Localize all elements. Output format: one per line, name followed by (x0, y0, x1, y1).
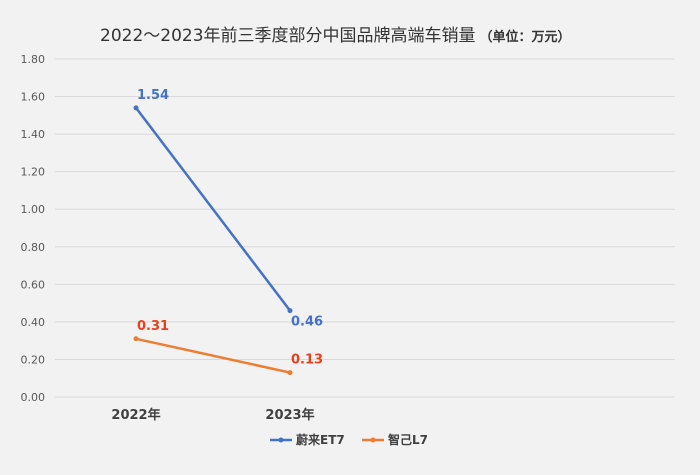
y-tick-label: 0.20 (21, 353, 46, 366)
y-tick-label: 0.40 (21, 316, 46, 329)
chart-title: 2022～2023年前三季度部分中国品牌高端车销量 （单位：万元） (100, 26, 571, 46)
legend-swatch-marker (278, 437, 284, 443)
data-labels: 1.54 0.46 0.31 0.13 (137, 88, 323, 368)
legend: 蔚来ET7 智己L7 (270, 432, 428, 447)
legend-label: 智己L7 (387, 432, 428, 447)
x-tick-label: 2023年 (265, 407, 314, 423)
x-axis-ticks: 2022年 2023年 (111, 407, 314, 423)
chart-title-main: 2022～2023年前三季度部分中国品牌高端车销量 (100, 26, 476, 46)
gridlines (55, 58, 675, 398)
y-tick-label: 1.40 (21, 128, 46, 141)
y-tick-label: 1.20 (21, 166, 46, 179)
series-line (135, 337, 291, 374)
data-point (287, 308, 293, 314)
y-tick-label: 0.60 (21, 278, 46, 291)
y-tick-label: 1.80 (21, 53, 46, 66)
y-tick-label: 0.80 (21, 241, 46, 254)
y-tick-label: 0.00 (21, 391, 46, 404)
data-label: 1.54 (137, 88, 169, 103)
chart-title-unit: （单位：万元） (480, 29, 571, 45)
legend-label: 蔚来ET7 (296, 432, 345, 447)
data-point (133, 336, 139, 342)
legend-swatch-marker (370, 437, 376, 443)
y-tick-label: 1.00 (21, 203, 46, 216)
data-label: 0.13 (291, 353, 323, 368)
y-axis-ticks: 1.80 1.60 1.40 1.20 1.00 0.80 0.60 0.40 0.20 0.00 (21, 53, 46, 404)
data-point (133, 105, 139, 111)
y-tick-label: 1.60 (21, 91, 46, 104)
x-tick-label: 2022年 (111, 407, 160, 423)
data-label: 0.31 (137, 319, 169, 334)
series-line (135, 107, 291, 312)
data-point (287, 370, 293, 376)
series-lines (133, 105, 293, 376)
data-label: 0.46 (291, 315, 323, 330)
legend-item: 智己L7 (362, 432, 428, 447)
legend-item: 蔚来ET7 (270, 432, 345, 447)
